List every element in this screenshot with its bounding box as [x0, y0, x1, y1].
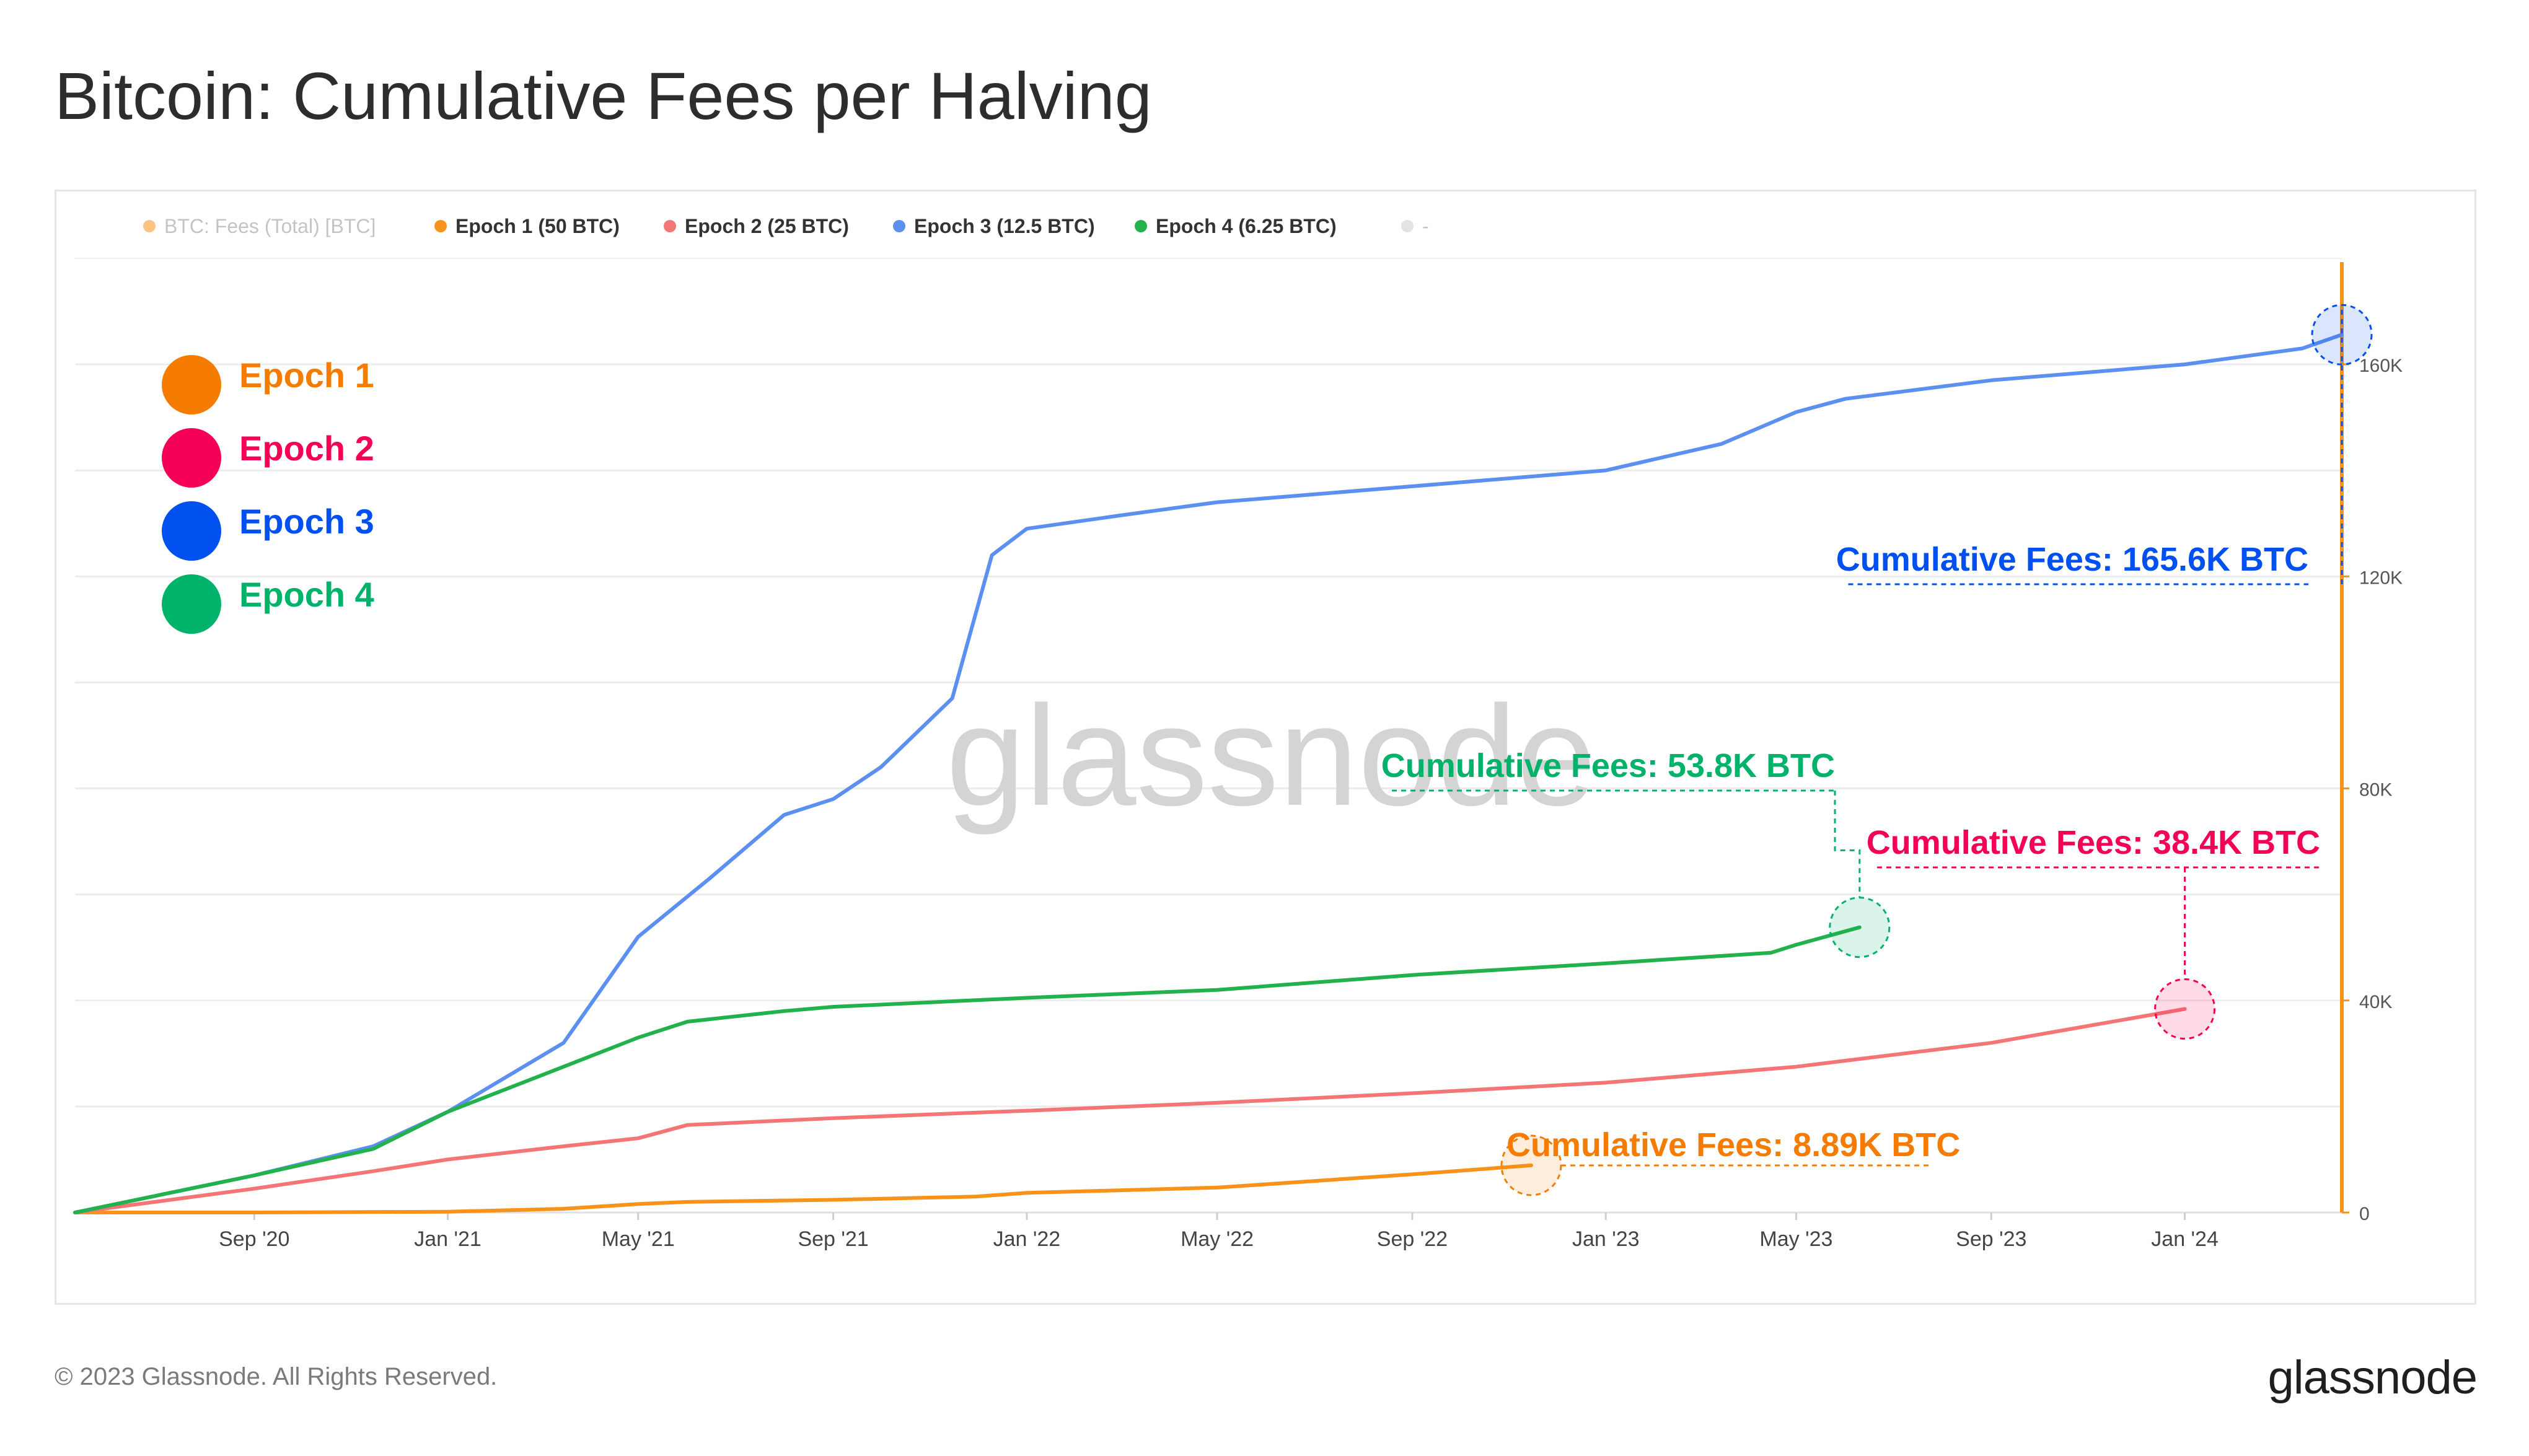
page-title: Bitcoin: Cumulative Fees per Halving [55, 58, 1152, 133]
x-tick-label: Jan '23 [1572, 1227, 1640, 1251]
annotation-leader [1834, 791, 1861, 898]
annotation-epoch-1: Cumulative Fees: 8.89K BTC [1500, 1126, 1960, 1196]
grid-layer [75, 258, 2342, 1214]
legend-big-dot [162, 355, 221, 414]
legend-big-label: Epoch 4 [239, 575, 374, 614]
x-tick-label: Jan '21 [414, 1227, 482, 1251]
x-tick-label: Sep '22 [1377, 1227, 1448, 1251]
y-tick-label: 160K [2359, 356, 2403, 376]
legend-big-dot [162, 428, 221, 488]
legend-dot [143, 220, 156, 232]
annotation-layer: Cumulative Fees: 8.89K BTC Cumulative Fee… [1381, 304, 2373, 1196]
legend-big: Epoch 1 Epoch 2 Epoch 3 Epoch 4 [162, 355, 374, 634]
legend-dot [893, 220, 905, 232]
legend-top-item: Epoch 1 (50 BTC) [434, 215, 620, 237]
annotation-epoch-3: Cumulative Fees: 165.6K BTC [1836, 304, 2373, 585]
legend-big-item: Epoch 1 [162, 355, 374, 414]
legend-dot [664, 220, 676, 232]
y-tick-label: 40K [2359, 992, 2392, 1012]
x-tick-label: Sep '21 [798, 1227, 868, 1251]
x-tick-label: May '23 [1759, 1227, 1832, 1251]
annotation-label: Cumulative Fees: 165.6K BTC [1836, 541, 2308, 578]
legend-dot [434, 220, 447, 232]
x-tick-label: May '21 [602, 1227, 675, 1251]
chart-frame: glassnode BTC: Fees (Total) [BTC] Epoch 1… [55, 190, 2476, 1305]
watermark: glassnode [946, 676, 1596, 835]
annotation-label: Cumulative Fees: 38.4K BTC [1867, 824, 2320, 861]
legend-top-item: - [1401, 215, 1429, 237]
legend-dot [1135, 220, 1147, 232]
y-tick-label: 80K [2359, 780, 2392, 800]
legend-dot [1401, 220, 1414, 232]
series-line-epoch-3 [73, 333, 2344, 1214]
annotation-label: Cumulative Fees: 8.89K BTC [1506, 1126, 1960, 1164]
x-tick-label: May '22 [1181, 1227, 1254, 1251]
legend-big-label: Epoch 2 [239, 429, 374, 468]
legend-big-label: Epoch 3 [239, 502, 374, 541]
legend-top-item: BTC: Fees (Total) [BTC] [143, 215, 376, 237]
annotation-marker [2311, 304, 2373, 366]
footer-logo: glassnode [2267, 1351, 2478, 1404]
copyright: © 2023 Glassnode. All Rights Reserved. [55, 1363, 498, 1390]
x-tick-label: Sep '20 [219, 1227, 289, 1251]
legend-big-dot [162, 574, 221, 634]
series-line-epoch-4 [73, 925, 1862, 1214]
y-tick-label: 120K [2359, 568, 2403, 588]
legend-top-label: BTC: Fees (Total) [BTC] [164, 215, 376, 237]
legend-top-item: Epoch 4 (6.25 BTC) [1135, 215, 1337, 237]
annotation-marker [1829, 897, 1891, 958]
series-line-epoch-1 [73, 1163, 1533, 1214]
legend-big-item: Epoch 4 [162, 574, 374, 634]
legend-big-label: Epoch 1 [239, 356, 374, 395]
legend-top-label: - [1422, 215, 1429, 237]
x-tick-label: Jan '24 [2151, 1227, 2219, 1251]
y-tick-label: 0 [2359, 1204, 2370, 1224]
chart-svg: glassnode BTC: Fees (Total) [BTC] Epoch 1… [73, 215, 2403, 1251]
series-layer [73, 333, 2344, 1214]
annotation-epoch-2: Cumulative Fees: 38.4K BTC [1867, 824, 2320, 1040]
legend-top: BTC: Fees (Total) [BTC] Epoch 1 (50 BTC) E… [143, 215, 1429, 237]
legend-top-label: Epoch 4 (6.25 BTC) [1156, 215, 1337, 237]
x-tick-label: Sep '23 [1956, 1227, 2026, 1251]
legend-top-item: Epoch 2 (25 BTC) [664, 215, 849, 237]
legend-big-dot [162, 501, 221, 561]
legend-top-label: Epoch 2 (25 BTC) [685, 215, 849, 237]
series-line-epoch-2 [73, 1007, 2187, 1214]
legend-top-label: Epoch 1 (50 BTC) [455, 215, 620, 237]
legend-big-item: Epoch 2 [162, 428, 374, 488]
x-tick-label: Jan '22 [993, 1227, 1061, 1251]
annotation-label: Cumulative Fees: 53.8K BTC [1381, 747, 1835, 784]
legend-top-item: Epoch 3 (12.5 BTC) [893, 215, 1095, 237]
annotation-epoch-4: Cumulative Fees: 53.8K BTC [1381, 747, 1891, 958]
annotation-marker [2154, 978, 2216, 1040]
legend-top-label: Epoch 3 (12.5 BTC) [914, 215, 1095, 237]
legend-big-item: Epoch 3 [162, 501, 374, 561]
